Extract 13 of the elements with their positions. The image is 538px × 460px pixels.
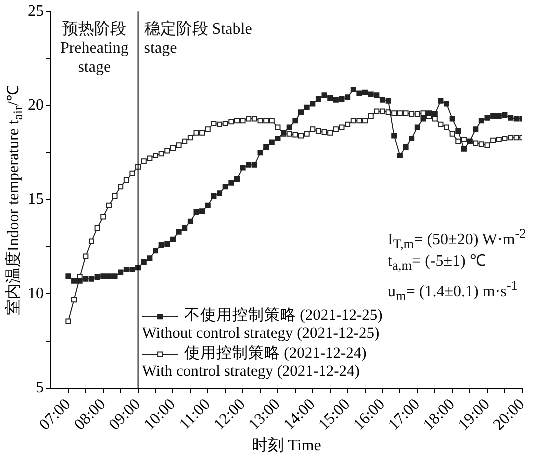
annotation: t$_{a,m}$= (-5±1) ℃ xyxy=(388,252,486,274)
x-axis-title: 时刻 Time xyxy=(252,436,322,455)
annotation: I$_{T,m}$= (50±20) W·m$^{-2}$ xyxy=(388,226,526,252)
y-tick-label: 20 xyxy=(28,97,44,114)
annotation: u$_{m}$= (1.4±0.1) m·s$^{-1}$ xyxy=(388,278,518,304)
y-tick-label: 10 xyxy=(28,285,44,302)
y-tick-label: 25 xyxy=(28,2,44,20)
legend-label: 不使用控制策略 (2021-12-25) Without control strategy (2021-12-25) xyxy=(142,307,383,344)
y-tick-label: 15 xyxy=(28,191,44,208)
annotation: 稳定阶段 Stable stage xyxy=(144,20,254,58)
legend-label: 使用控制策略 (2021-12-24) With control strategy (2021-12-24) xyxy=(142,345,368,381)
y-tick-label: 5 xyxy=(36,380,44,397)
annotation: 预热阶段 Preheating stage xyxy=(59,20,130,78)
